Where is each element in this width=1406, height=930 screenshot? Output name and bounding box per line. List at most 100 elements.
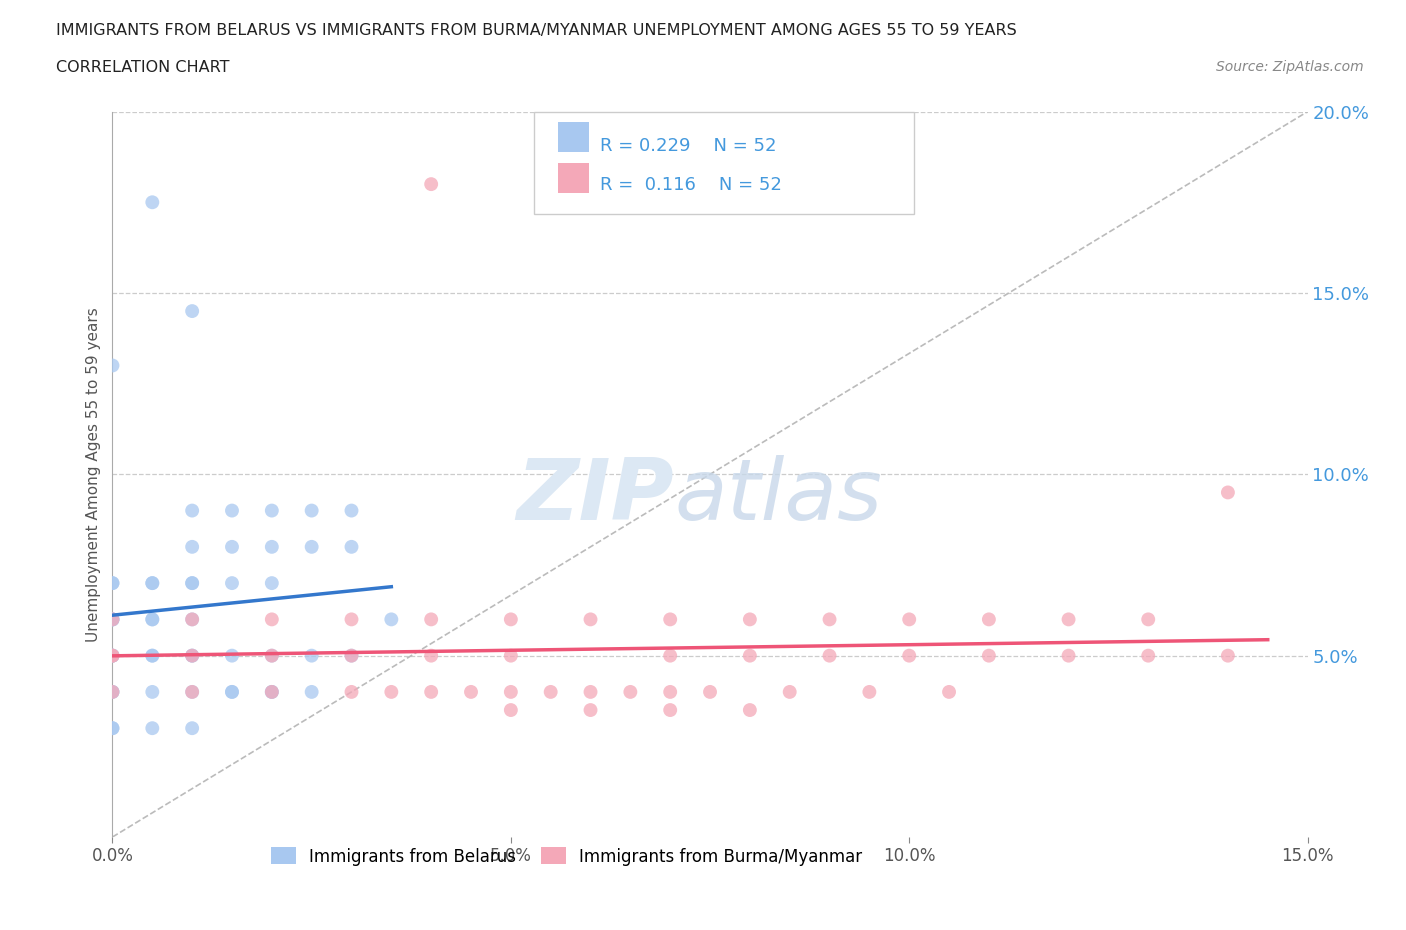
Point <box>181 303 204 318</box>
Point <box>420 612 443 627</box>
Point <box>659 648 682 663</box>
Point <box>101 612 124 627</box>
Text: R = 0.229    N = 52: R = 0.229 N = 52 <box>600 137 778 154</box>
Point <box>181 684 204 699</box>
Text: CORRELATION CHART: CORRELATION CHART <box>56 60 229 75</box>
Point <box>499 612 522 627</box>
Point <box>101 684 124 699</box>
Legend: Immigrants from Belarus, Immigrants from Burma/Myanmar: Immigrants from Belarus, Immigrants from… <box>264 841 869 872</box>
Point <box>340 503 363 518</box>
Point <box>420 177 443 192</box>
Point <box>101 648 124 663</box>
Point <box>221 648 243 663</box>
Point <box>898 648 921 663</box>
Point <box>101 612 124 627</box>
Point <box>181 721 204 736</box>
Point <box>101 358 124 373</box>
Point <box>499 703 522 718</box>
Point <box>738 612 761 627</box>
Point <box>738 648 761 663</box>
Point <box>579 703 602 718</box>
Point <box>181 612 204 627</box>
Point <box>898 612 921 627</box>
Point <box>340 648 363 663</box>
Point <box>340 612 363 627</box>
Point <box>260 684 283 699</box>
Point <box>181 539 204 554</box>
Point <box>260 648 283 663</box>
Point <box>1137 648 1160 663</box>
Point <box>101 576 124 591</box>
Point <box>141 648 163 663</box>
Point <box>181 648 204 663</box>
Point <box>579 684 602 699</box>
Point <box>1057 648 1080 663</box>
Point <box>977 648 1000 663</box>
Point <box>579 612 602 627</box>
Point <box>779 684 801 699</box>
Point <box>1137 612 1160 627</box>
Point <box>101 576 124 591</box>
Point <box>499 648 522 663</box>
Text: atlas: atlas <box>675 455 882 538</box>
Point <box>699 684 721 699</box>
Point <box>141 721 163 736</box>
Point <box>141 612 163 627</box>
Text: ZIP: ZIP <box>516 455 675 538</box>
Point <box>221 576 243 591</box>
Point <box>101 648 124 663</box>
Point <box>659 612 682 627</box>
Text: R =  0.116    N = 52: R = 0.116 N = 52 <box>600 176 782 193</box>
Point <box>101 648 124 663</box>
Point <box>977 612 1000 627</box>
Point <box>101 648 124 663</box>
Point <box>499 684 522 699</box>
Point <box>340 539 363 554</box>
Point <box>141 684 163 699</box>
Point <box>420 684 443 699</box>
Point <box>221 539 243 554</box>
Y-axis label: Unemployment Among Ages 55 to 59 years: Unemployment Among Ages 55 to 59 years <box>86 307 101 642</box>
Point <box>181 576 204 591</box>
Point <box>460 684 482 699</box>
Point <box>380 612 402 627</box>
Point <box>260 684 283 699</box>
Point <box>619 684 641 699</box>
Point <box>181 503 204 518</box>
Point <box>181 684 204 699</box>
Point <box>260 684 283 699</box>
Point <box>181 648 204 663</box>
Point <box>181 576 204 591</box>
Text: Source: ZipAtlas.com: Source: ZipAtlas.com <box>1216 60 1364 74</box>
Point <box>260 576 283 591</box>
Point <box>101 684 124 699</box>
Point <box>938 684 960 699</box>
Point <box>659 703 682 718</box>
Point <box>818 648 841 663</box>
Point <box>181 648 204 663</box>
Point <box>540 684 562 699</box>
Point <box>221 684 243 699</box>
Point <box>101 648 124 663</box>
Point <box>1216 648 1239 663</box>
Point <box>260 539 283 554</box>
Point <box>221 503 243 518</box>
Point <box>141 195 163 210</box>
Point <box>659 684 682 699</box>
Point <box>141 576 163 591</box>
Point <box>141 576 163 591</box>
Point <box>340 684 363 699</box>
Point <box>420 648 443 663</box>
Point <box>141 648 163 663</box>
Point <box>1216 485 1239 500</box>
Point <box>818 612 841 627</box>
Text: IMMIGRANTS FROM BELARUS VS IMMIGRANTS FROM BURMA/MYANMAR UNEMPLOYMENT AMONG AGES: IMMIGRANTS FROM BELARUS VS IMMIGRANTS FR… <box>56 23 1017 38</box>
Point <box>101 721 124 736</box>
Point <box>101 721 124 736</box>
Point <box>260 612 283 627</box>
Point <box>858 684 880 699</box>
Point <box>301 684 323 699</box>
Point <box>1057 612 1080 627</box>
Point <box>301 539 323 554</box>
Point <box>301 648 323 663</box>
